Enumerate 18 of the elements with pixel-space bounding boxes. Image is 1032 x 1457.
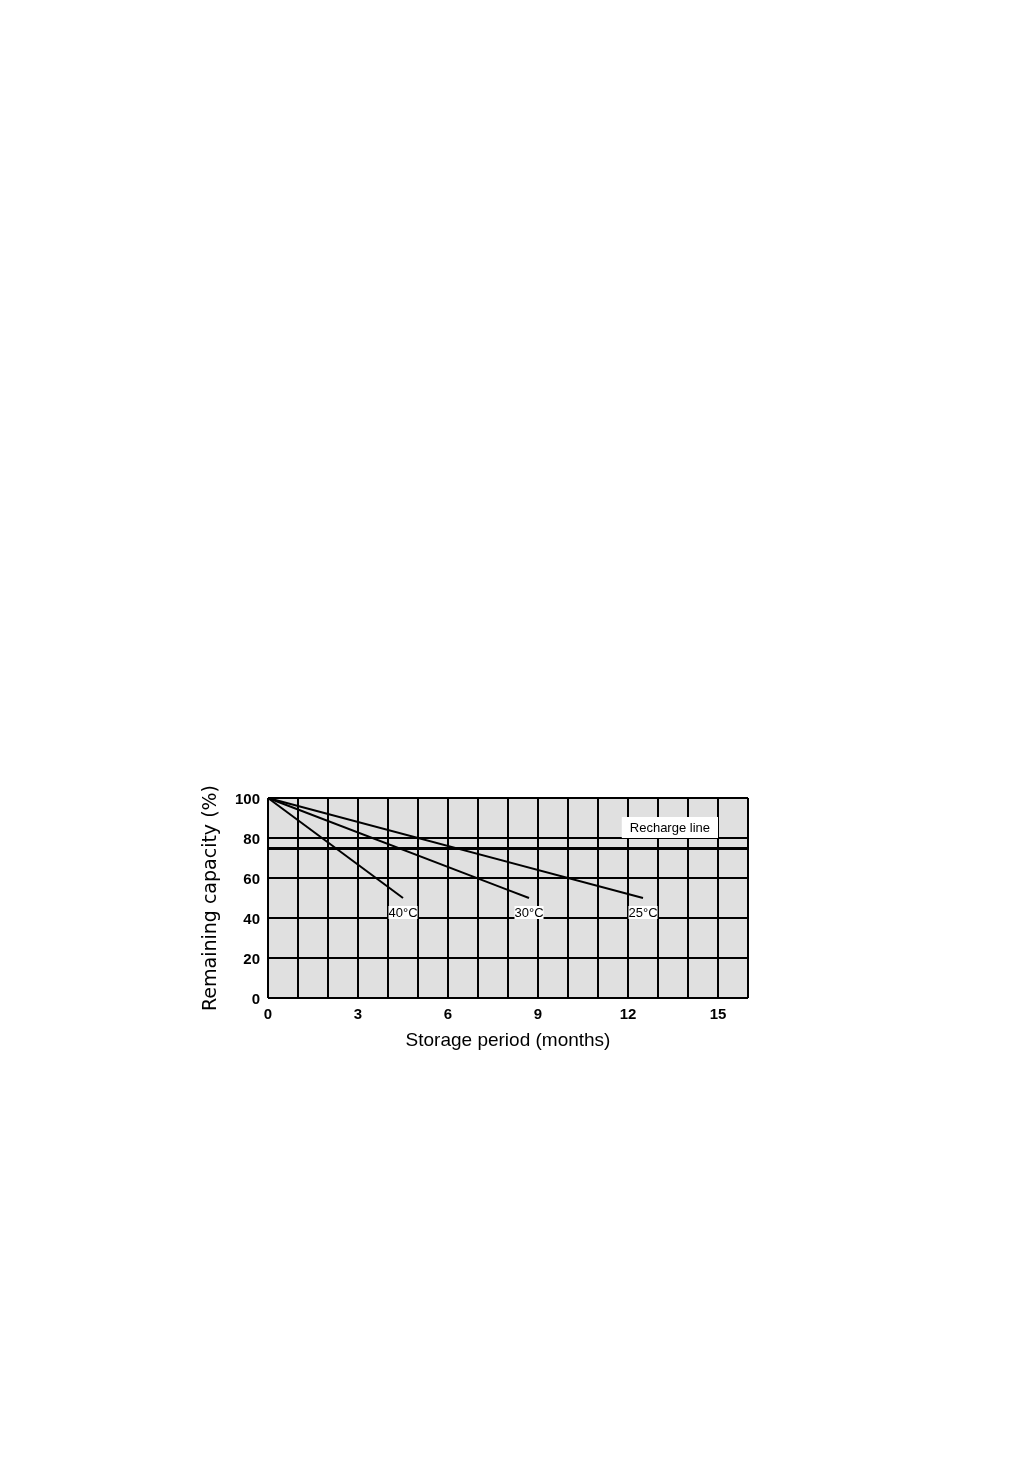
x-tick-label: 0 xyxy=(263,1005,273,1022)
x-tick-label: 15 xyxy=(709,1005,727,1022)
y-axis-title: Remaining capacity (%) xyxy=(197,784,220,1012)
series-label: 30°C xyxy=(514,905,544,920)
x-tick-label: 12 xyxy=(619,1005,637,1022)
x-axis-title: Storage period (months) xyxy=(405,1029,611,1050)
series-label: 25°C xyxy=(628,905,658,920)
x-tick-label: 9 xyxy=(533,1005,543,1022)
y-tick-label: 80 xyxy=(243,829,260,847)
ref-line-label: Recharge line xyxy=(629,820,710,835)
y-tick-label: 20 xyxy=(243,949,260,967)
y-tick-label: 0 xyxy=(251,989,260,1007)
series-label: 40°C xyxy=(388,905,418,920)
y-tick-label: 60 xyxy=(243,869,260,887)
x-tick-label: 6 xyxy=(443,1005,453,1022)
y-tick-label: 100 xyxy=(234,789,260,807)
y-tick-label: 40 xyxy=(243,909,260,927)
x-tick-label: 3 xyxy=(353,1005,363,1022)
